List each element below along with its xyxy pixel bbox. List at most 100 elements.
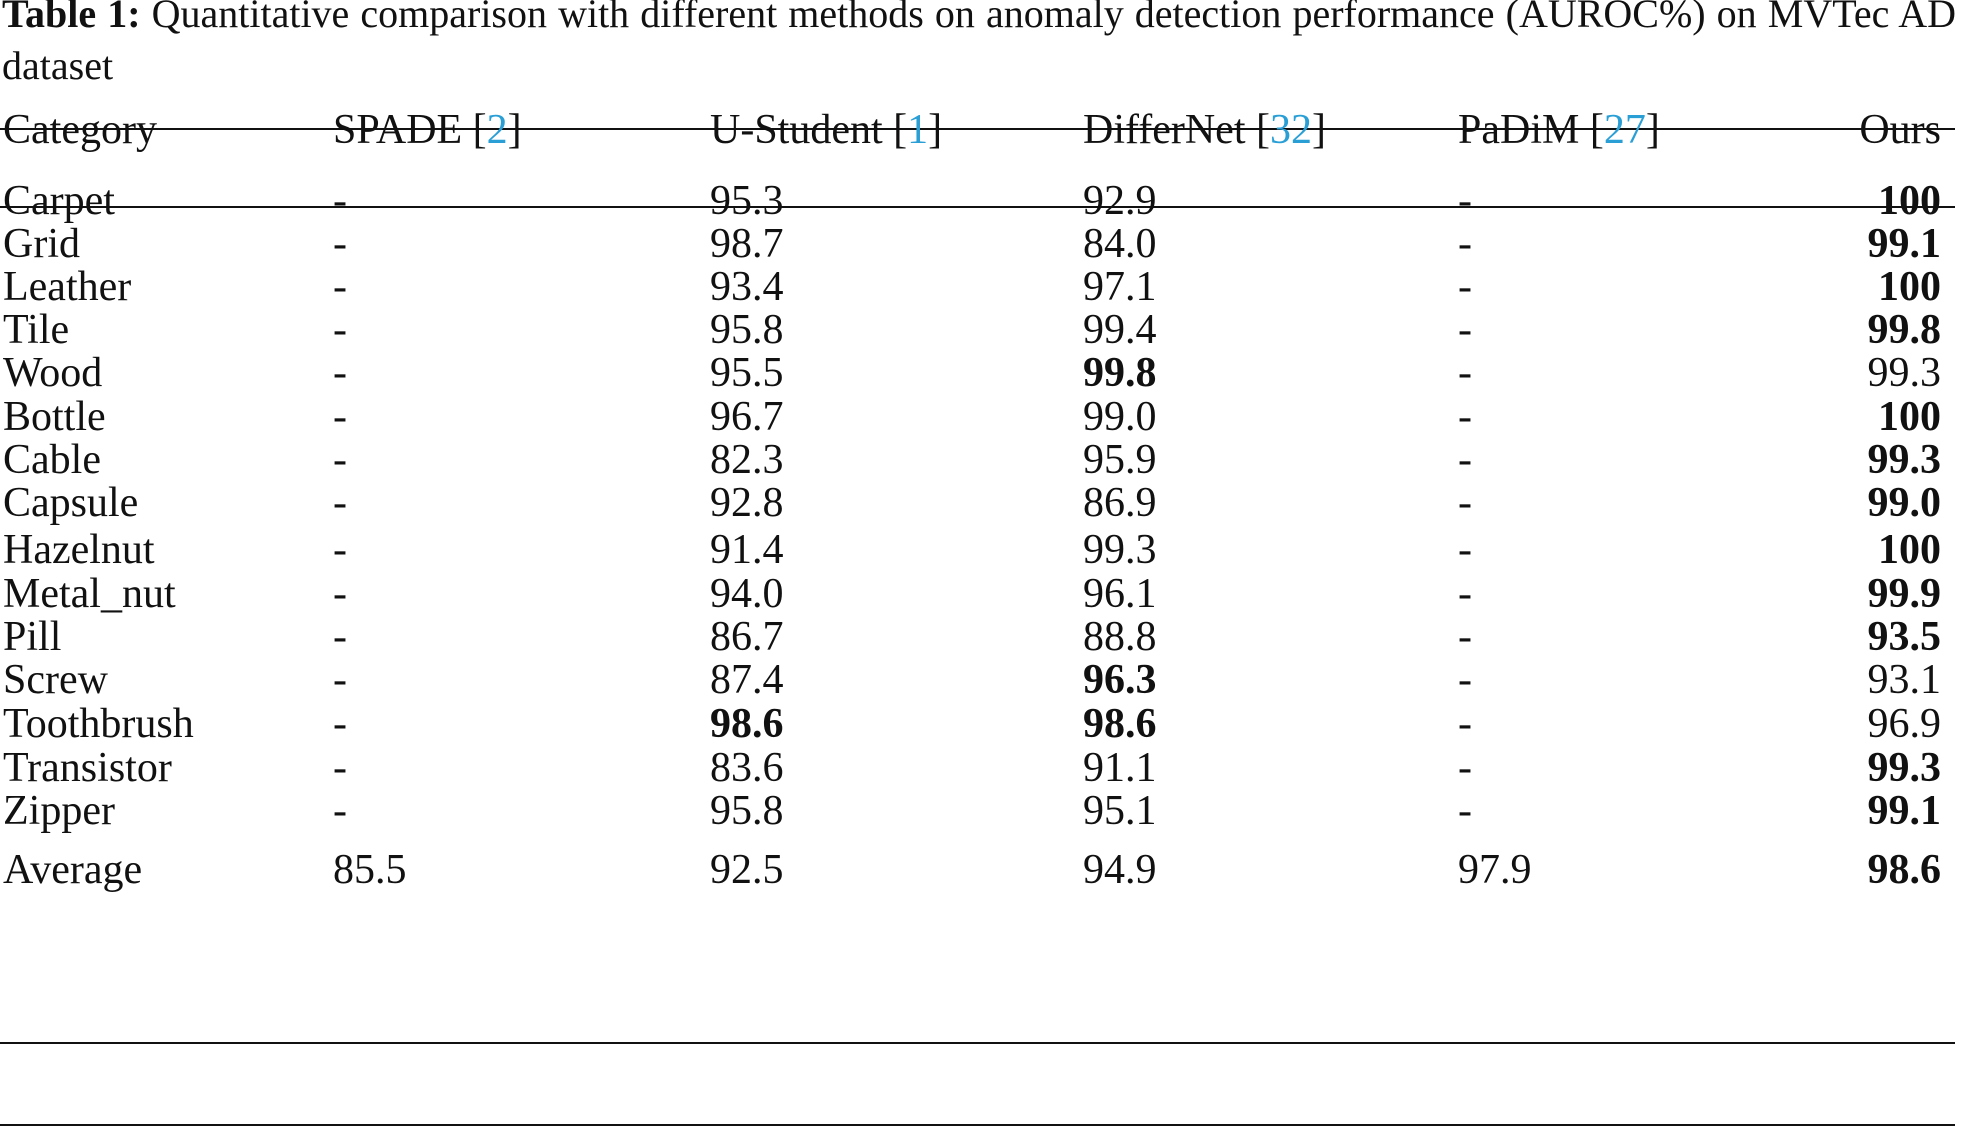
table-row-zipper-ours: 99.1 xyxy=(1867,788,1942,834)
table-row-hazelnut-ustudent: 91.4 xyxy=(710,527,784,573)
table-row-hazelnut-padim: - xyxy=(1458,527,1472,573)
table-row-bottle-category: Bottle xyxy=(3,394,106,440)
header-ustudent: U-Student [1] xyxy=(710,106,942,154)
table-row-carpet-padim: - xyxy=(1458,178,1472,224)
table-row-leather-differnet: 97.1 xyxy=(1083,264,1157,310)
table-row-metal_nut-category: Metal_nut xyxy=(3,571,176,617)
table-row-leather-category: Leather xyxy=(3,264,132,310)
table-row-grid-padim: - xyxy=(1458,221,1472,267)
table-row-bottle-ustudent: 96.7 xyxy=(710,394,784,440)
table-row-wood-ours: 99.3 xyxy=(1867,350,1942,396)
table-row-toothbrush-ours: 96.9 xyxy=(1867,701,1942,747)
table-header-rule xyxy=(0,206,1955,208)
table-row-bottle-differnet: 99.0 xyxy=(1083,394,1157,440)
table-row-screw-padim: - xyxy=(1458,657,1472,703)
table-row-tile-spade: - xyxy=(333,307,347,353)
table-row-screw-category: Screw xyxy=(3,657,108,703)
table-row-metal_nut-ustudent: 94.0 xyxy=(710,571,784,617)
table-row-leather-spade: - xyxy=(333,264,347,310)
table-row-zipper-padim: - xyxy=(1458,788,1472,834)
caption-label: Table 1: xyxy=(2,0,141,36)
table-row-leather-ustudent: 93.4 xyxy=(710,264,784,310)
citation-link[interactable]: 2 xyxy=(486,107,508,153)
table-row-tile-ustudent: 95.8 xyxy=(710,307,784,353)
table-row-hazelnut-differnet: 99.3 xyxy=(1083,527,1157,573)
table-row-zipper-category: Zipper xyxy=(3,788,115,834)
header-bracket: ] xyxy=(928,107,943,153)
header-bracket: ] xyxy=(1645,107,1660,153)
table-row-pill-differnet: 88.8 xyxy=(1083,614,1157,660)
table-row-metal_nut-differnet: 96.1 xyxy=(1083,571,1157,617)
table-row-average-padim: 97.9 xyxy=(1458,847,1532,893)
table-row-transistor-ustudent: 83.6 xyxy=(710,745,784,791)
table-row-capsule-ours: 99.0 xyxy=(1867,480,1942,526)
table-row-metal_nut-ours: 99.9 xyxy=(1867,571,1942,617)
table-top-rule xyxy=(0,128,1955,130)
table-row-toothbrush-padim: - xyxy=(1458,701,1472,747)
header-label: Category xyxy=(3,107,157,153)
table-row-toothbrush-spade: - xyxy=(333,701,347,747)
table-row-grid-ours: 99.1 xyxy=(1867,221,1942,267)
table-row-screw-ustudent: 87.4 xyxy=(710,657,784,703)
table-row-metal_nut-spade: - xyxy=(333,571,347,617)
citation-link[interactable]: 1 xyxy=(907,107,929,153)
table-row-zipper-ustudent: 95.8 xyxy=(710,788,784,834)
table-row-tile-padim: - xyxy=(1458,307,1472,353)
header-category: Category xyxy=(3,106,157,154)
table-row-cable-padim: - xyxy=(1458,437,1472,483)
table-row-capsule-padim: - xyxy=(1458,480,1472,526)
table-row-transistor-ours: 99.3 xyxy=(1867,745,1942,791)
table-row-average-spade: 85.5 xyxy=(333,847,407,893)
table-row-leather-ours: 100 xyxy=(1878,264,1941,310)
table-row-carpet-category: Carpet xyxy=(3,178,115,224)
caption-text: Quantitative comparison with different m… xyxy=(2,0,1956,88)
header-differnet: DifferNet [32] xyxy=(1083,106,1326,154)
header-padim: PaDiM [27] xyxy=(1458,106,1660,154)
citation-link[interactable]: 27 xyxy=(1603,107,1646,153)
table-row-pill-ours: 93.5 xyxy=(1867,614,1942,660)
table-row-capsule-spade: - xyxy=(333,480,347,526)
table-row-cable-spade: - xyxy=(333,437,347,483)
table-row-hazelnut-spade: - xyxy=(333,527,347,573)
table-row-transistor-differnet: 91.1 xyxy=(1083,745,1157,791)
table-row-hazelnut-category: Hazelnut xyxy=(3,527,155,573)
table-row-screw-differnet: 96.3 xyxy=(1083,657,1157,703)
table-row-cable-differnet: 95.9 xyxy=(1083,437,1157,483)
table-row-zipper-differnet: 95.1 xyxy=(1083,788,1157,834)
table-row-wood-ustudent: 95.5 xyxy=(710,350,784,396)
table-average-rule xyxy=(0,1042,1955,1044)
table-row-carpet-spade: - xyxy=(333,178,347,224)
table-row-wood-spade: - xyxy=(333,350,347,396)
table-row-bottle-padim: - xyxy=(1458,394,1472,440)
table-row-average-ours: 98.6 xyxy=(1867,847,1942,893)
header-bracket: ] xyxy=(507,107,522,153)
table-row-average-differnet: 94.9 xyxy=(1083,847,1157,893)
table-row-leather-padim: - xyxy=(1458,264,1472,310)
table-row-cable-category: Cable xyxy=(3,437,101,483)
table-row-grid-differnet: 84.0 xyxy=(1083,221,1157,267)
table-row-grid-spade: - xyxy=(333,221,347,267)
table-row-transistor-padim: - xyxy=(1458,745,1472,791)
citation-link[interactable]: 32 xyxy=(1269,107,1312,153)
table-row-cable-ustudent: 82.3 xyxy=(710,437,784,483)
table-row-transistor-category: Transistor xyxy=(3,745,172,791)
table-row-toothbrush-ustudent: 98.6 xyxy=(710,701,784,747)
table-row-metal_nut-padim: - xyxy=(1458,571,1472,617)
table-row-capsule-ustudent: 92.8 xyxy=(710,480,784,526)
table-row-capsule-category: Capsule xyxy=(3,480,139,526)
table-row-transistor-spade: - xyxy=(333,745,347,791)
table-row-hazelnut-ours: 100 xyxy=(1878,527,1941,573)
table-bottom-rule xyxy=(0,1124,1955,1126)
table-row-grid-category: Grid xyxy=(3,221,80,267)
table-row-carpet-differnet: 92.9 xyxy=(1083,178,1157,224)
table-row-pill-category: Pill xyxy=(3,614,62,660)
header-label: U-Student [ xyxy=(710,107,908,153)
table-row-capsule-differnet: 86.9 xyxy=(1083,480,1157,526)
table-row-zipper-spade: - xyxy=(333,788,347,834)
table-row-average-category: Average xyxy=(3,847,143,893)
table-row-grid-ustudent: 98.7 xyxy=(710,221,784,267)
table-row-toothbrush-differnet: 98.6 xyxy=(1083,701,1157,747)
header-ours: Ours xyxy=(1859,106,1941,154)
header-spade: SPADE [2] xyxy=(333,106,522,154)
table-row-toothbrush-category: Toothbrush xyxy=(3,701,194,747)
